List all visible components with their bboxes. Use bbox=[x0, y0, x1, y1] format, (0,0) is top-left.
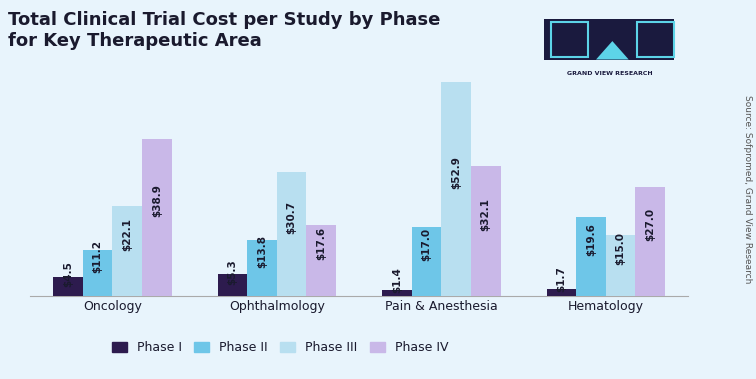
Bar bbox=[83, 251, 113, 296]
Text: $5.3: $5.3 bbox=[228, 259, 237, 285]
Legend: Phase I, Phase II, Phase III, Phase IV: Phase I, Phase II, Phase III, Phase IV bbox=[107, 337, 454, 359]
Polygon shape bbox=[596, 41, 629, 60]
Bar bbox=[218, 274, 247, 296]
Text: $11.2: $11.2 bbox=[93, 240, 103, 273]
Bar bbox=[606, 235, 635, 296]
Text: $1.7: $1.7 bbox=[556, 266, 566, 292]
Text: $32.1: $32.1 bbox=[481, 198, 491, 231]
Bar bbox=[53, 277, 83, 296]
Text: $4.5: $4.5 bbox=[63, 261, 73, 287]
Bar bbox=[306, 225, 336, 296]
Bar bbox=[412, 227, 442, 296]
FancyBboxPatch shape bbox=[544, 19, 674, 60]
Bar bbox=[113, 207, 142, 296]
Bar bbox=[277, 172, 306, 296]
Bar bbox=[576, 216, 606, 296]
Text: $17.6: $17.6 bbox=[316, 227, 327, 260]
Bar bbox=[382, 290, 412, 296]
Text: $13.8: $13.8 bbox=[257, 235, 267, 268]
Text: $19.6: $19.6 bbox=[586, 223, 596, 256]
FancyBboxPatch shape bbox=[637, 22, 674, 58]
Text: $22.1: $22.1 bbox=[122, 218, 132, 251]
Text: $38.9: $38.9 bbox=[152, 184, 162, 217]
Bar bbox=[547, 289, 576, 296]
FancyBboxPatch shape bbox=[551, 22, 588, 58]
Text: $1.4: $1.4 bbox=[392, 267, 402, 293]
Text: $17.0: $17.0 bbox=[422, 228, 432, 262]
Text: $52.9: $52.9 bbox=[451, 156, 461, 189]
Bar bbox=[247, 240, 277, 296]
Text: $15.0: $15.0 bbox=[615, 232, 625, 265]
Text: Total Clinical Trial Cost per Study by Phase
for Key Therapeutic Area: Total Clinical Trial Cost per Study by P… bbox=[8, 11, 440, 50]
Bar bbox=[442, 82, 471, 296]
Text: Source: Sofpromed, Grand View Research: Source: Sofpromed, Grand View Research bbox=[743, 95, 752, 284]
Text: $30.7: $30.7 bbox=[287, 200, 296, 234]
Bar bbox=[635, 187, 665, 296]
Bar bbox=[142, 139, 172, 296]
Bar bbox=[471, 166, 500, 296]
Text: GRAND VIEW RESEARCH: GRAND VIEW RESEARCH bbox=[567, 70, 652, 76]
Text: $27.0: $27.0 bbox=[645, 208, 655, 241]
